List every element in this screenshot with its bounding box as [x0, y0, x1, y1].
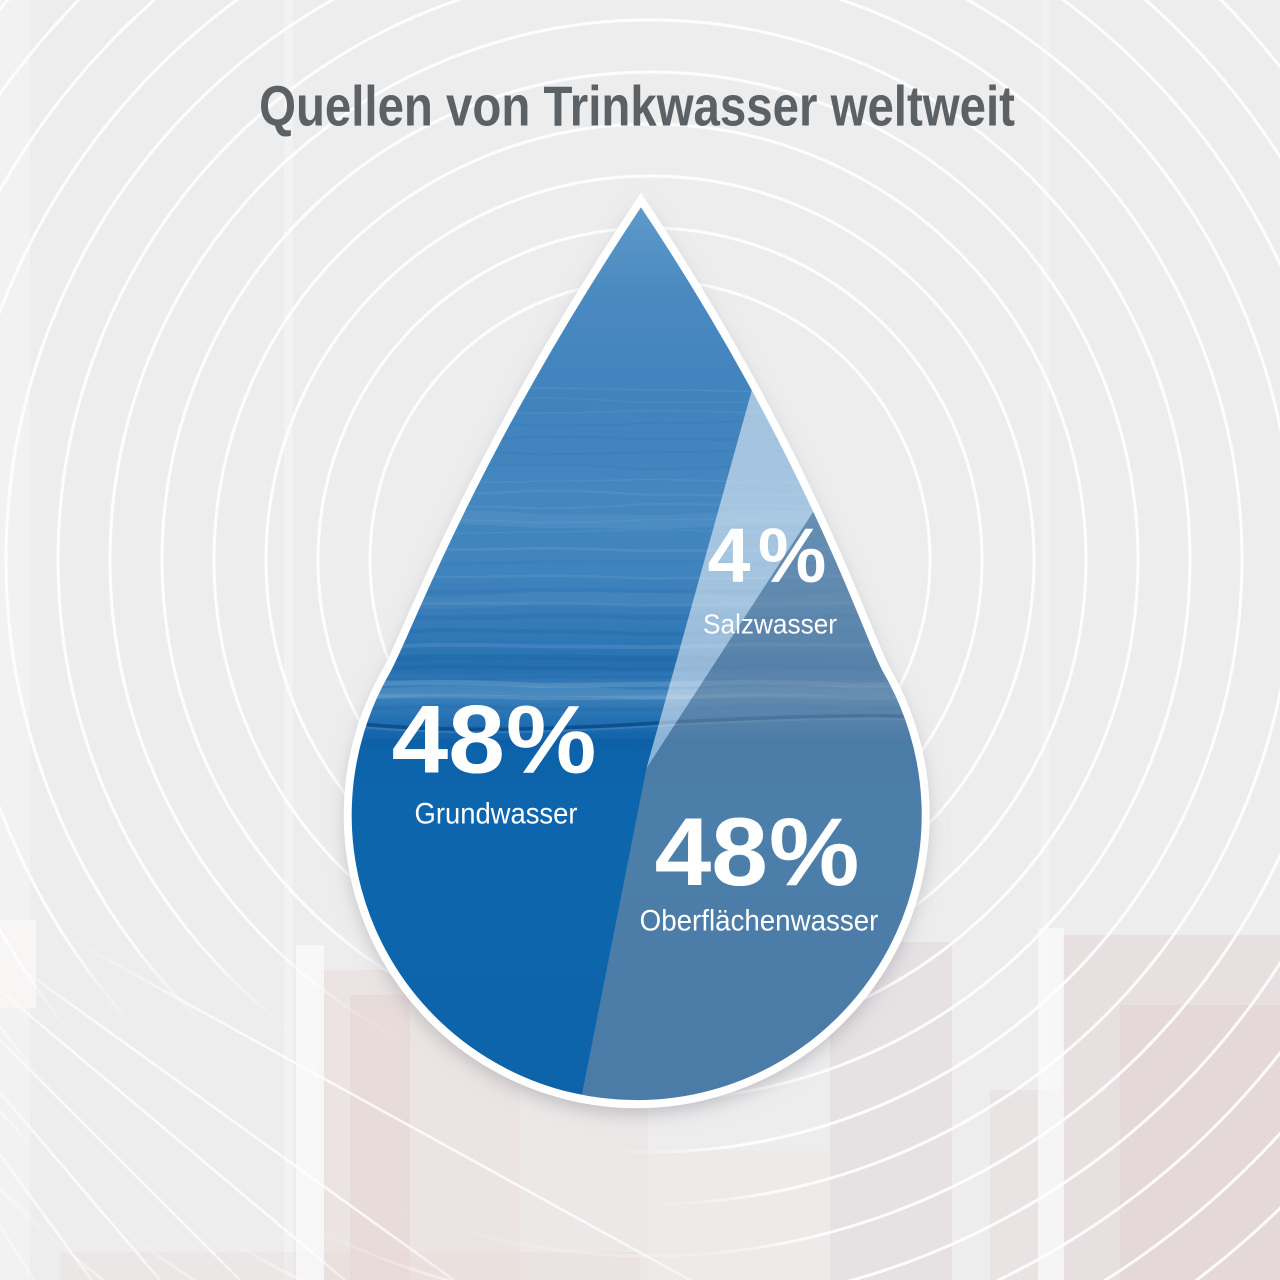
svg-text:Oberflächenwasser: Oberflächenwasser	[640, 905, 879, 938]
svg-text:Quellen von Trinkwasser weltwe: Quellen von Trinkwasser weltweit	[259, 76, 1015, 139]
svg-text:48 %: 48 %	[655, 798, 860, 906]
svg-text:Grundwasser: Grundwasser	[415, 797, 578, 830]
svg-text:4 %: 4 %	[708, 513, 827, 599]
svg-text:48 %: 48 %	[392, 686, 597, 794]
svg-text:Salzwasser: Salzwasser	[703, 609, 837, 640]
